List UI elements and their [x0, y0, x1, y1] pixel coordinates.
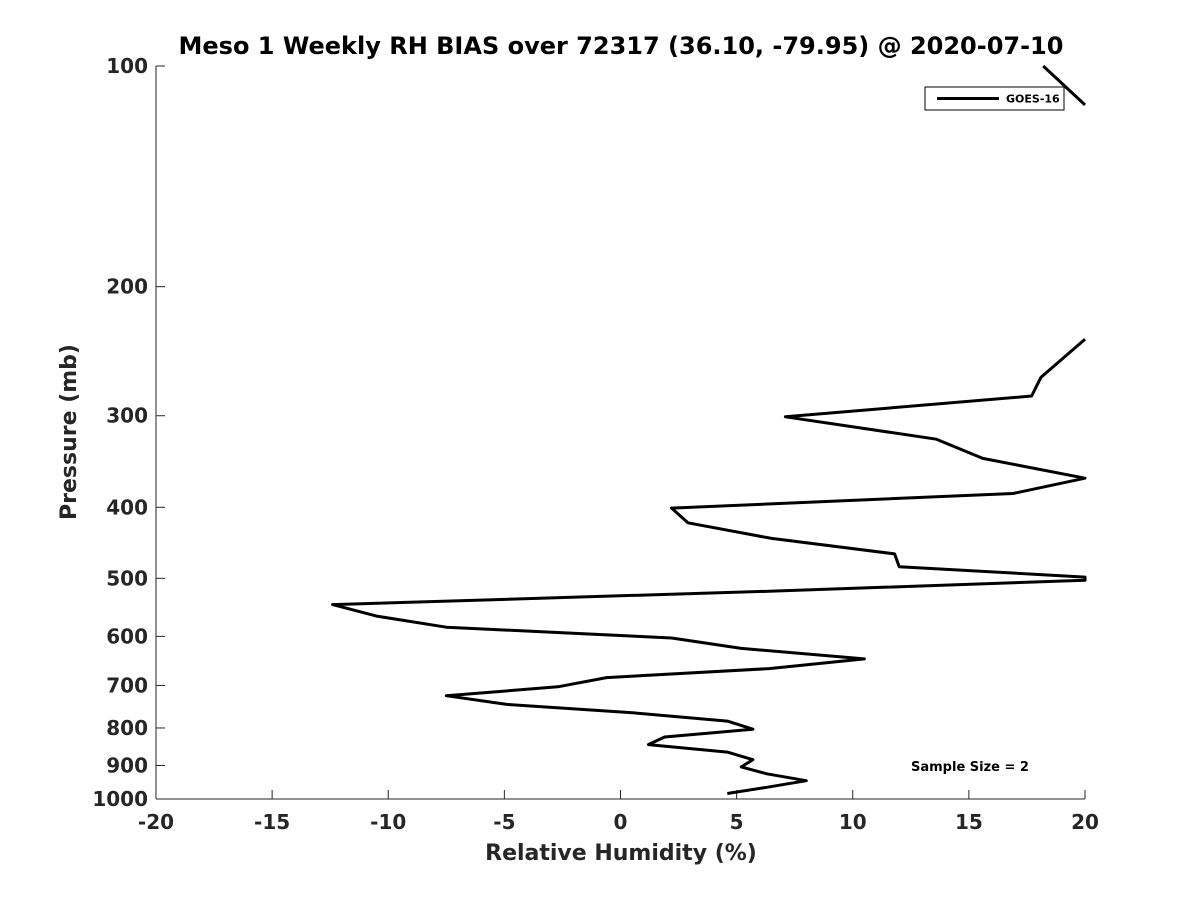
- x-tick-label: 0: [614, 810, 628, 834]
- x-tick-label: -5: [493, 810, 515, 834]
- y-axis-title: Pressure (mb): [57, 344, 82, 520]
- x-tick-label: 10: [839, 810, 867, 834]
- x-tick-label: 5: [730, 810, 744, 834]
- chart-title: Meso 1 Weekly RH BIAS over 72317 (36.10,…: [179, 32, 1064, 60]
- y-tick-label: 700: [106, 673, 148, 697]
- plot-area: [156, 66, 1085, 799]
- legend-label-goes-16: GOES-16: [1006, 93, 1060, 106]
- y-tick-label: 600: [106, 624, 148, 648]
- y-tick-label: 400: [106, 495, 148, 519]
- x-tick-label: -15: [254, 810, 290, 834]
- y-tick-label: 900: [106, 753, 148, 777]
- y-tick-label: 800: [106, 716, 148, 740]
- y-tick-label: 100: [106, 54, 148, 78]
- y-tick-label: 300: [106, 404, 148, 428]
- x-tick-label: -20: [138, 810, 174, 834]
- series-line-goes-16: [1042, 64, 1087, 106]
- legend: GOES-16: [924, 86, 1065, 111]
- series-line-goes-16: [331, 338, 1087, 795]
- sample-size-annotation: Sample Size = 2: [911, 760, 1029, 775]
- y-tick-label: 500: [106, 566, 148, 590]
- y-tick-label: 1000: [92, 787, 148, 811]
- x-tick-label: 20: [1071, 810, 1099, 834]
- y-tick-label: 200: [106, 275, 148, 299]
- data-lines: [331, 64, 1087, 795]
- axes: -20 -15 -10 -5 0 5 10 15 20 100 200 300 400 500 600 700…: [92, 54, 1099, 834]
- x-axis-title: Relative Humidity (%): [485, 841, 757, 866]
- x-tick-label: 15: [955, 810, 983, 834]
- x-tick-label: -10: [370, 810, 406, 834]
